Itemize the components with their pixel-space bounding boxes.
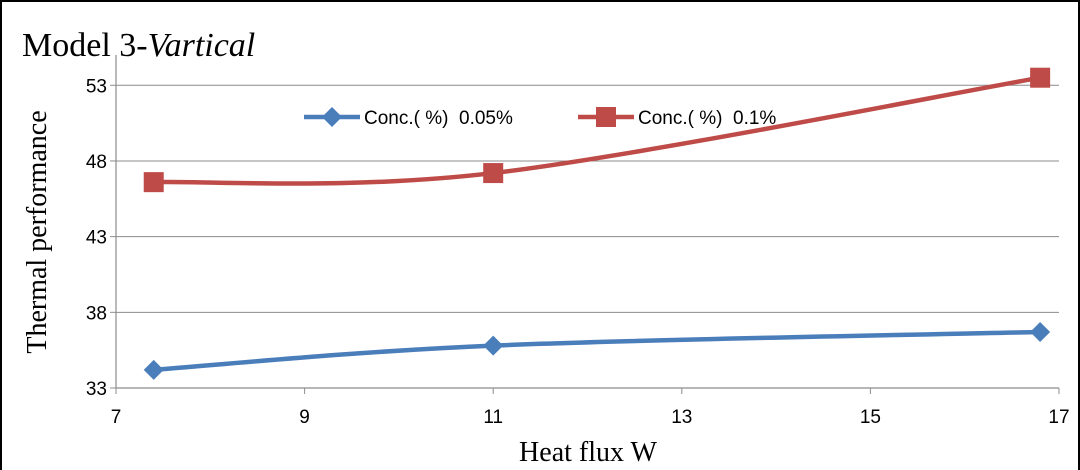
x-tick-label-7: 7 bbox=[111, 407, 122, 428]
x-tick-label-11: 11 bbox=[483, 407, 503, 428]
series-1-point-1 bbox=[143, 359, 164, 380]
series-1 bbox=[143, 321, 1051, 380]
series-2 bbox=[143, 67, 1051, 193]
chart-title-italic: Vartical bbox=[148, 27, 256, 64]
series-layer bbox=[143, 67, 1051, 380]
chart-title-prefix: Model 3- bbox=[22, 27, 148, 64]
y-tick-label-53: 53 bbox=[86, 76, 107, 97]
series-2-point-3 bbox=[1030, 67, 1051, 88]
y-tick-label-43: 43 bbox=[86, 228, 107, 249]
legend: Conc.( %) 0.05% Conc.( %) 0.1% bbox=[304, 107, 776, 129]
x-tick-label-9: 9 bbox=[299, 407, 310, 428]
x-tick-label-17: 17 bbox=[1048, 407, 1069, 428]
series-1-line bbox=[151, 329, 1043, 373]
legend-label-1: Conc.( %) 0.05% bbox=[364, 108, 513, 129]
series-1-point-3 bbox=[1030, 321, 1051, 342]
y-tick-label-38: 38 bbox=[86, 303, 107, 324]
x-tick-label-15: 15 bbox=[860, 407, 881, 428]
x-axis-label: Heat flux W bbox=[519, 437, 657, 468]
legend-item-1: Conc.( %) 0.05% bbox=[304, 107, 513, 129]
y-tick-label-48: 48 bbox=[86, 152, 107, 173]
x-tick-label-13: 13 bbox=[671, 407, 692, 428]
gridlines bbox=[116, 84, 1059, 313]
legend-item-2: Conc.( %) 0.1% bbox=[578, 107, 776, 129]
axes bbox=[110, 55, 1060, 394]
series-2-line bbox=[151, 75, 1043, 186]
series-2-point-1 bbox=[143, 172, 164, 193]
series-2-point-2 bbox=[483, 163, 504, 184]
y-tick-label-33: 33 bbox=[86, 379, 107, 400]
legend-swatch-marker-2 bbox=[596, 107, 616, 127]
series-1-point-2 bbox=[483, 335, 504, 356]
chart-title: Model 3-Vartical bbox=[22, 27, 255, 64]
legend-label-2: Conc.( %) 0.1% bbox=[638, 108, 776, 129]
legend-swatch-marker-1 bbox=[322, 107, 342, 127]
tick-labels: 33 38 43 48 53 7 9 11 13 15 17 bbox=[86, 76, 1070, 428]
y-axis-label: Thermal performance bbox=[22, 110, 53, 353]
